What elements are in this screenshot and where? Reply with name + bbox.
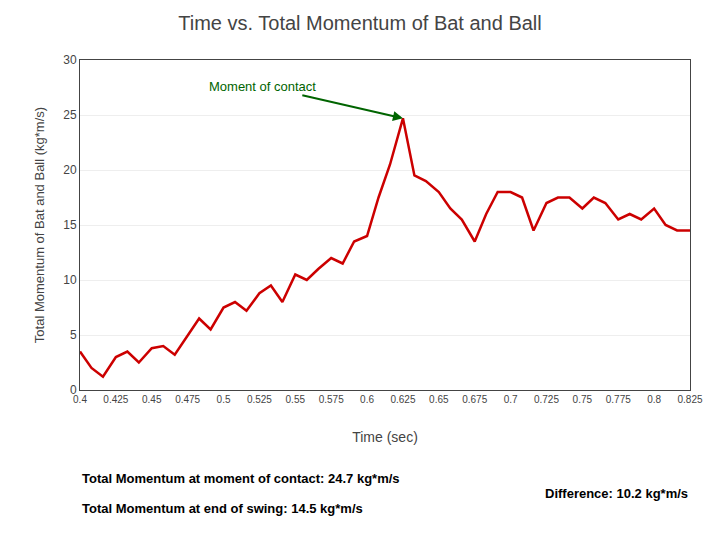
svg-text:25: 25 <box>63 108 77 122</box>
svg-text:0.575: 0.575 <box>319 394 344 405</box>
svg-text:0.55: 0.55 <box>286 394 306 405</box>
svg-text:Total Momentum of Bat and Ball: Total Momentum of Bat and Ball (kg*m/s) <box>32 107 47 343</box>
svg-text:0.775: 0.775 <box>606 394 631 405</box>
svg-text:30: 30 <box>63 53 77 67</box>
svg-text:0.6: 0.6 <box>360 394 374 405</box>
svg-text:5: 5 <box>70 328 77 342</box>
svg-text:Moment of contact: Moment of contact <box>209 79 316 94</box>
svg-text:0: 0 <box>70 383 77 397</box>
svg-text:0.475: 0.475 <box>175 394 200 405</box>
svg-text:10: 10 <box>63 273 77 287</box>
svg-text:15: 15 <box>63 218 77 232</box>
svg-text:0.675: 0.675 <box>462 394 487 405</box>
svg-text:0.8: 0.8 <box>647 394 661 405</box>
svg-text:Total Momentum at end of swing: Total Momentum at end of swing: 14.5 kg*… <box>82 501 363 516</box>
svg-text:0.45: 0.45 <box>142 394 162 405</box>
svg-text:Time vs. Total Momentum of Bat: Time vs. Total Momentum of Bat and Ball <box>178 12 542 34</box>
svg-text:0.725: 0.725 <box>534 394 559 405</box>
svg-text:0.825: 0.825 <box>677 394 702 405</box>
svg-text:0.525: 0.525 <box>247 394 272 405</box>
svg-text:0.75: 0.75 <box>573 394 593 405</box>
svg-text:20: 20 <box>63 163 77 177</box>
svg-text:0.5: 0.5 <box>217 394 231 405</box>
svg-text:Difference: 10.2 kg*m/s: Difference: 10.2 kg*m/s <box>545 486 688 501</box>
svg-text:Time (sec): Time (sec) <box>352 429 418 445</box>
svg-text:0.7: 0.7 <box>504 394 518 405</box>
svg-text:0.4: 0.4 <box>73 394 87 405</box>
svg-text:0.425: 0.425 <box>103 394 128 405</box>
svg-text:0.625: 0.625 <box>390 394 415 405</box>
svg-text:0.65: 0.65 <box>429 394 449 405</box>
svg-text:Total Momentum at moment of co: Total Momentum at moment of contact: 24.… <box>82 471 400 486</box>
